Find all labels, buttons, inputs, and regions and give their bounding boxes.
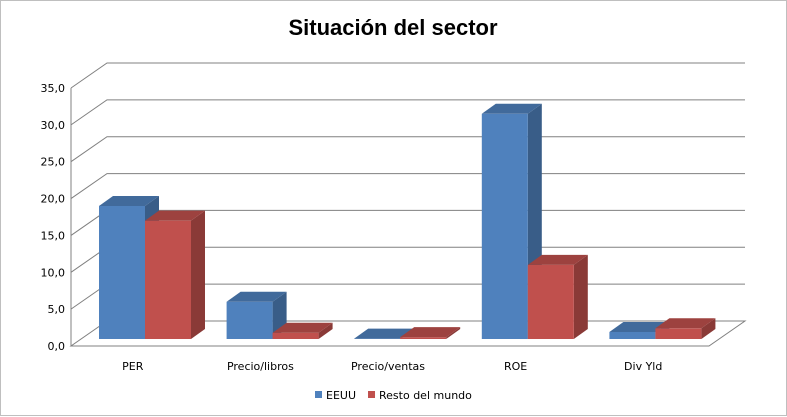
bar — [528, 255, 588, 339]
bar-side — [574, 255, 588, 339]
chart-title: Situación del sector — [288, 15, 497, 40]
y-tick-label: 20,0 — [41, 193, 66, 206]
legend-label: EEUU — [326, 389, 356, 402]
bar-front — [609, 332, 655, 339]
bar-front — [273, 333, 319, 339]
x-tick-label: Precio/libros — [227, 360, 294, 373]
x-tick-label: Div Yld — [624, 360, 662, 373]
y-tick-label: 30,0 — [41, 119, 66, 132]
y-tick-label: 10,0 — [41, 266, 66, 279]
bar-front — [145, 221, 191, 339]
gridline — [71, 100, 745, 125]
y-tick-label: 0,0 — [48, 340, 66, 353]
legend-swatch — [315, 391, 322, 398]
y-tick-label: 5,0 — [48, 303, 66, 316]
x-axis-ticks: PER Precio/libros Precio/ventas ROE Div Yld — [122, 360, 662, 373]
legend-swatch — [368, 391, 375, 398]
x-tick-label: ROE — [504, 360, 527, 373]
y-tick-label: 35,0 — [41, 82, 66, 95]
y-axis-ticks: 0,0 5,0 10,0 15,0 20,0 25,0 30,0 35,0 — [41, 82, 66, 353]
gridline — [71, 63, 745, 88]
y-tick-label: 25,0 — [41, 156, 66, 169]
bar-front — [655, 328, 701, 339]
bar-front — [400, 337, 446, 339]
legend: EEUU Resto del mundo — [315, 389, 472, 402]
gridline — [71, 174, 745, 199]
bar — [145, 211, 205, 339]
legend-label: Resto del mundo — [379, 389, 472, 402]
bar-front — [99, 206, 145, 339]
gridline — [71, 137, 745, 162]
x-tick-label: Precio/ventas — [351, 360, 425, 373]
bar-front — [482, 114, 528, 339]
bar-front — [528, 265, 574, 339]
y-tick-label: 15,0 — [41, 229, 66, 242]
bars — [99, 104, 715, 339]
x-tick-label: PER — [122, 360, 144, 373]
bar-front — [227, 302, 273, 339]
bar-side — [191, 211, 205, 339]
